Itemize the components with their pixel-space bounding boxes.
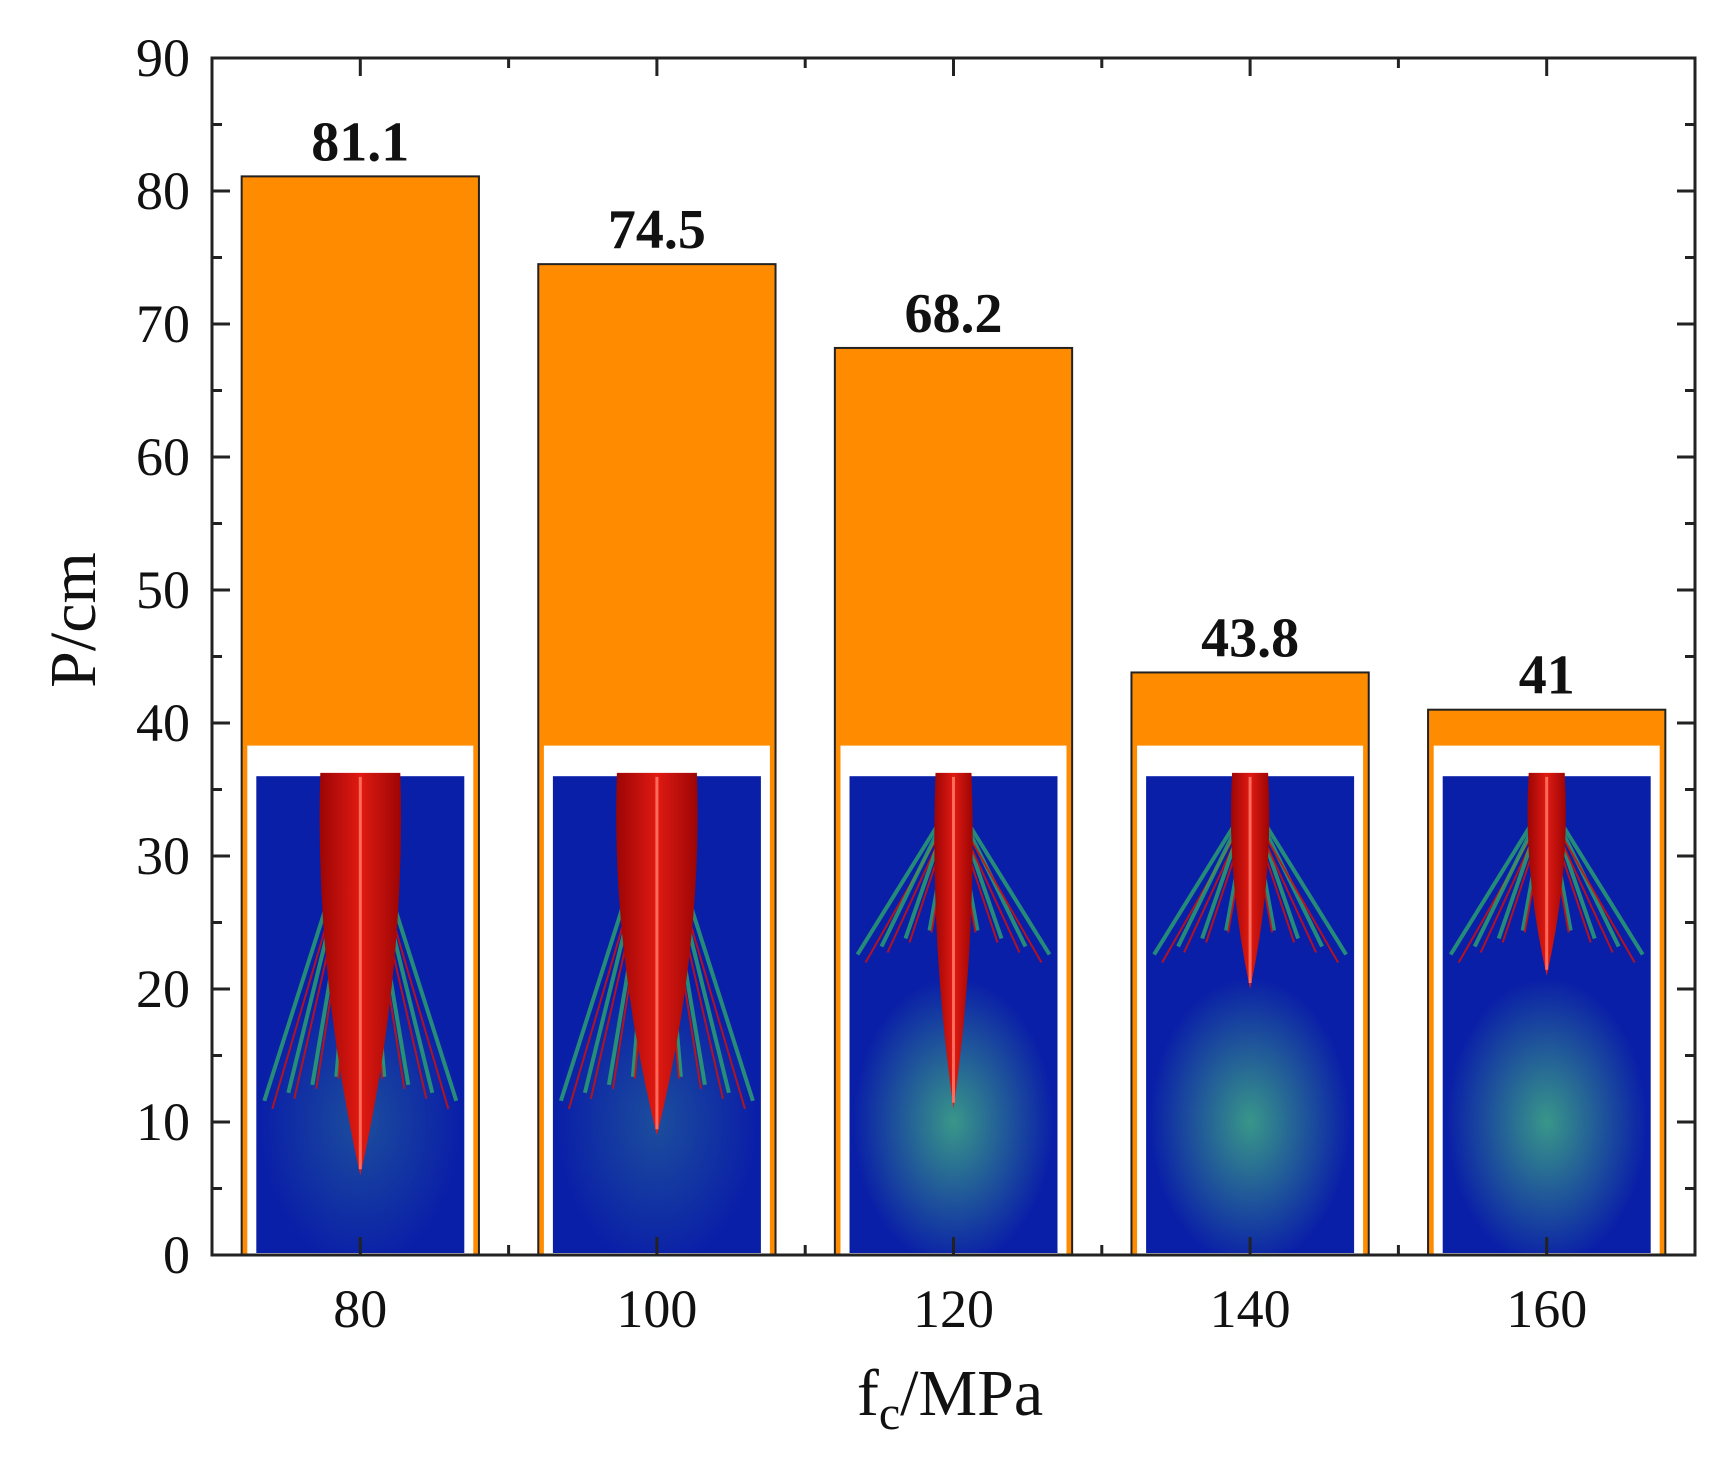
value-labels-group: 81.1 74.5 68.2 43.8 41 <box>311 111 1574 706</box>
value-label-140: 43.8 <box>1201 607 1299 669</box>
x-tick-label: 120 <box>913 1279 994 1339</box>
y-tick-label: 70 <box>136 294 190 354</box>
value-label-160: 41 <box>1519 645 1575 707</box>
value-label-100: 74.5 <box>608 199 706 261</box>
y-tick-label: 0 <box>163 1225 190 1285</box>
damage-contour-image <box>1137 745 1364 1266</box>
y-tick-label: 80 <box>136 161 190 221</box>
damage-contour-image <box>543 745 770 1266</box>
inset-glow <box>1446 978 1647 1266</box>
x-tick-label: 160 <box>1506 1279 1587 1339</box>
damage-contour-image <box>247 745 474 1266</box>
y-tick-label: 60 <box>136 427 190 487</box>
inset-images-group <box>247 745 1660 1266</box>
y-axis-title: P/cm <box>37 552 110 688</box>
value-label-120: 68.2 <box>905 283 1003 345</box>
x-axis-title-subscript: c <box>879 1387 900 1440</box>
y-tick-label: 90 <box>136 28 190 88</box>
x-tick-label: 100 <box>616 1279 697 1339</box>
inset-glow <box>1150 978 1351 1266</box>
axes-group: 0 10 20 30 40 50 60 70 80 90 80 100 120 140 160 <box>136 28 1697 1339</box>
y-tick-label: 50 <box>136 560 190 620</box>
damage-contour-image <box>840 745 1067 1266</box>
x-axis-title-main: f <box>857 1357 879 1430</box>
x-tick-label: 140 <box>1210 1279 1291 1339</box>
x-tick-label: 80 <box>333 1279 387 1339</box>
value-label-80: 81.1 <box>311 111 409 173</box>
inset-glow <box>853 978 1054 1266</box>
y-tick-label: 10 <box>136 1092 190 1152</box>
x-axis-title-unit: /MPa <box>900 1357 1043 1430</box>
y-tick-label: 30 <box>136 826 190 886</box>
x-axis-title: fc/MPa <box>857 1357 1043 1440</box>
y-tick-label: 20 <box>136 959 190 1019</box>
damage-contour-image <box>1433 745 1660 1266</box>
y-tick-label: 40 <box>136 693 190 753</box>
